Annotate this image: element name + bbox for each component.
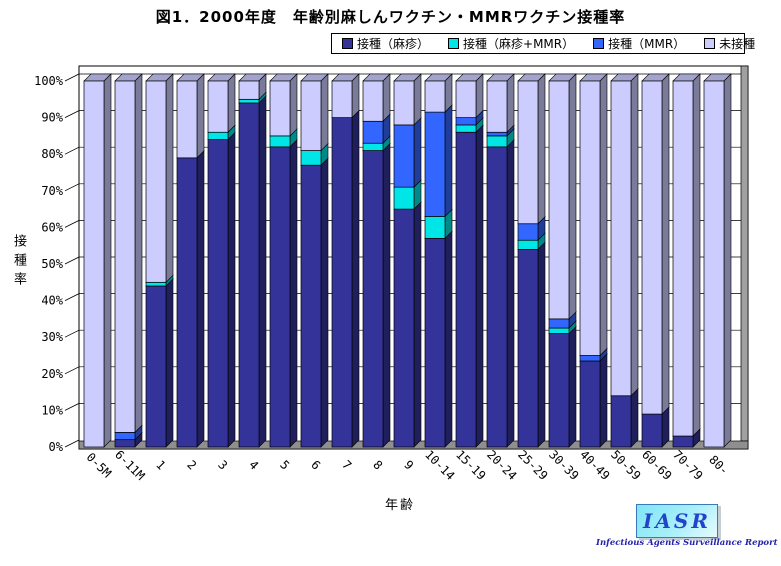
- x-tick-label: 5: [277, 458, 292, 473]
- x-tick-label: 8: [370, 458, 385, 473]
- bar-7: [331, 73, 360, 448]
- y-tick-label: 70%: [41, 184, 63, 198]
- bar-6: [300, 73, 329, 448]
- legend-item-0: 接種（麻疹）: [342, 35, 429, 52]
- y-tick-label: 10%: [41, 403, 63, 417]
- bar-4: [238, 73, 267, 448]
- chart-title: 図1．2000年度 年齢別麻しんワクチン・MMRワクチン接種率: [155, 8, 626, 26]
- iasr-logo-subtext: Infectious Agents Surveillance Report: [596, 538, 778, 548]
- legend-swatch-icon: [593, 38, 605, 49]
- x-tick-label: 4: [246, 458, 261, 473]
- x-tick-label: 10-14: [422, 447, 457, 482]
- x-tick-label: 25-29: [515, 447, 550, 482]
- x-tick-label: 0-5M: [84, 450, 114, 480]
- bar-1: [145, 73, 174, 448]
- legend: 接種（麻疹） 接種（麻疹+MMR） 接種（MMR） 未接種: [331, 33, 755, 54]
- bar-0-5M: [83, 73, 112, 448]
- y-axis-title: 接種率: [11, 234, 26, 291]
- legend-item-label: 接種（麻疹+MMR）: [463, 37, 575, 51]
- legend-item-label: 接種（MMR）: [608, 37, 686, 51]
- plot-side-wall: [740, 65, 749, 442]
- legend-item-label: 未接種: [719, 37, 756, 51]
- bar-10-14: [424, 73, 453, 448]
- legend-swatch-icon: [704, 38, 716, 49]
- y-tick-label: 80%: [41, 147, 63, 161]
- bar-60-69: [641, 73, 670, 448]
- x-tick-label: 50-59: [608, 447, 643, 482]
- bar-8: [362, 73, 391, 448]
- x-tick-label: 20-24: [484, 447, 519, 482]
- y-tick-label: 90%: [41, 111, 63, 125]
- x-tick-label: 15-19: [453, 447, 488, 482]
- bar-2: [176, 73, 205, 448]
- bar-6-11M: [114, 73, 143, 448]
- x-tick-label: 80-: [706, 453, 731, 478]
- y-tick-label: 30%: [41, 330, 63, 344]
- bar-20-24: [486, 73, 515, 448]
- y-tick-label: 50%: [41, 257, 63, 271]
- x-tick-label: 30-39: [546, 447, 581, 482]
- legend-item-2: 接種（MMR）: [593, 35, 685, 52]
- bar-80-: [703, 73, 732, 448]
- legend-swatch-icon: [448, 38, 460, 49]
- x-tick-label: 3: [215, 458, 230, 473]
- y-tick-label: 40%: [41, 294, 63, 308]
- bar-30-39: [548, 73, 577, 448]
- bar-3: [207, 73, 236, 448]
- x-tick-label: 6-11M: [112, 447, 147, 482]
- y-tick-label: 60%: [41, 220, 63, 234]
- y-tick-label: 20%: [41, 367, 63, 381]
- bar-25-29: [517, 73, 546, 448]
- bar-70-79: [672, 73, 701, 448]
- x-tick-label: 9: [401, 458, 416, 473]
- x-tick-label: 1: [153, 458, 168, 473]
- bar-40-49: [579, 73, 608, 448]
- bar-5: [269, 73, 298, 448]
- legend-item-3: 未接種: [704, 35, 755, 52]
- iasr-logo-text: IASR: [643, 509, 711, 533]
- x-axis-title: 年齢: [384, 498, 415, 513]
- bar-15-19: [455, 73, 484, 448]
- legend-item-label: 接種（麻疹）: [357, 37, 430, 51]
- y-tick-label: 100%: [34, 74, 64, 88]
- bar-50-59: [610, 73, 639, 448]
- x-tick-label: 7: [339, 458, 354, 473]
- legend-swatch-icon: [342, 38, 353, 49]
- bar-9: [393, 73, 422, 448]
- iasr-logo: IASR: [636, 504, 718, 538]
- x-tick-label: 70-79: [670, 447, 705, 482]
- x-tick-label: 2: [184, 458, 199, 473]
- x-tick-label: 40-49: [577, 447, 612, 482]
- y-tick-label: 0%: [49, 440, 64, 454]
- legend-item-1: 接種（麻疹+MMR）: [448, 35, 574, 52]
- y-axis: 0% 10% 20% 30% 40% 50% 60% 70% 80% 90% 100%: [34, 73, 80, 454]
- x-tick-label: 60-69: [639, 447, 674, 482]
- x-tick-label: 6: [308, 458, 323, 473]
